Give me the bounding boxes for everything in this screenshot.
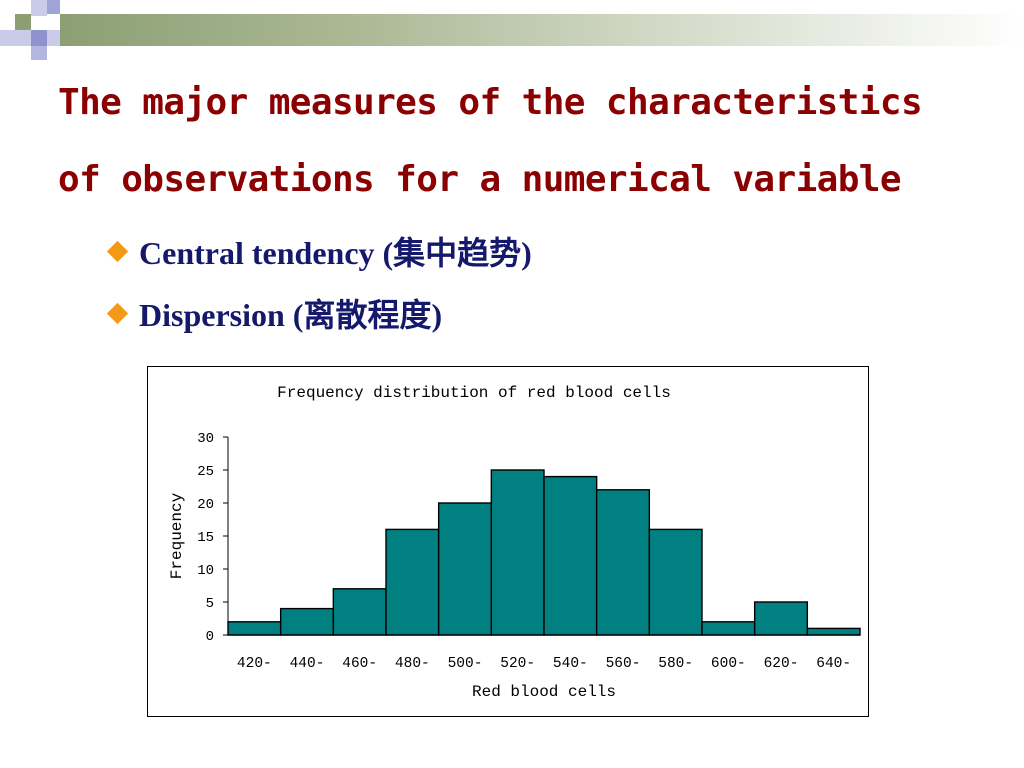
histogram-bar [648,528,703,636]
slide-title-line1: The major measures of the characteristic… [58,82,923,123]
diamond-bullet-icon [106,240,129,262]
decor-square [47,0,60,14]
y-tick-label: 5 [206,596,214,612]
x-tick-label: 560- [606,656,641,672]
y-tick-label: 10 [197,563,214,579]
x-tick-label: 480- [395,656,430,672]
histogram-bar [543,475,598,636]
histogram-bar [385,528,440,636]
bullet-text-central-tendency: Central tendency (集中趋势) [139,235,532,271]
y-tick-label: 20 [197,497,214,513]
bullet-list: Central tendency (集中趋势) Dispersion (离散程度… [106,220,532,344]
x-tick-label: 580- [658,656,693,672]
diamond-bullet-icon [106,302,129,324]
bullet-item: Dispersion (离散程度) [106,282,532,344]
decor-square [31,46,47,60]
x-tick-label: 440- [290,656,325,672]
y-tick-label: 15 [197,530,214,546]
decor-square [0,30,31,46]
histogram-bar [595,489,651,636]
x-tick-label: 420- [237,656,272,672]
histogram-bar [227,621,282,636]
x-tick-label: 460- [342,656,377,672]
x-tick-label: 600- [711,656,746,672]
histogram-bar [279,607,335,636]
x-axis-label: Red blood cells [472,683,616,701]
decor-square [31,0,47,16]
y-tick-label: 30 [197,431,214,447]
histogram-chart: Frequency distribution of red blood cell… [168,384,861,701]
chart-container: Frequency distribution of red blood cell… [147,366,869,717]
y-tick-label: 0 [206,629,214,645]
histogram-bar [332,588,387,636]
slide-title-line2: of observations for a numerical variable [58,159,902,200]
histogram-bar [701,621,756,636]
bullet-text-dispersion: Dispersion (离散程度) [139,297,443,333]
y-tick-label: 25 [197,464,214,480]
decor-square [31,30,47,46]
x-tick-label: 500- [448,656,483,672]
x-tick-label: 520- [500,656,535,672]
chart-title: Frequency distribution of red blood cell… [277,384,671,402]
histogram-bar [437,502,493,636]
histogram-bar [490,469,545,636]
y-axis-label: Frequency [168,492,186,579]
x-tick-label: 540- [553,656,588,672]
histogram-bar [753,601,809,636]
x-tick-label: 640- [816,656,851,672]
bullet-item: Central tendency (集中趋势) [106,220,532,282]
histogram-bar [806,627,861,636]
header-band [60,14,1024,46]
decor-square [47,30,60,46]
slide-title: The major measures of the characteristic… [58,64,998,218]
x-tick-label: 620- [764,656,799,672]
decor-square [15,14,31,30]
